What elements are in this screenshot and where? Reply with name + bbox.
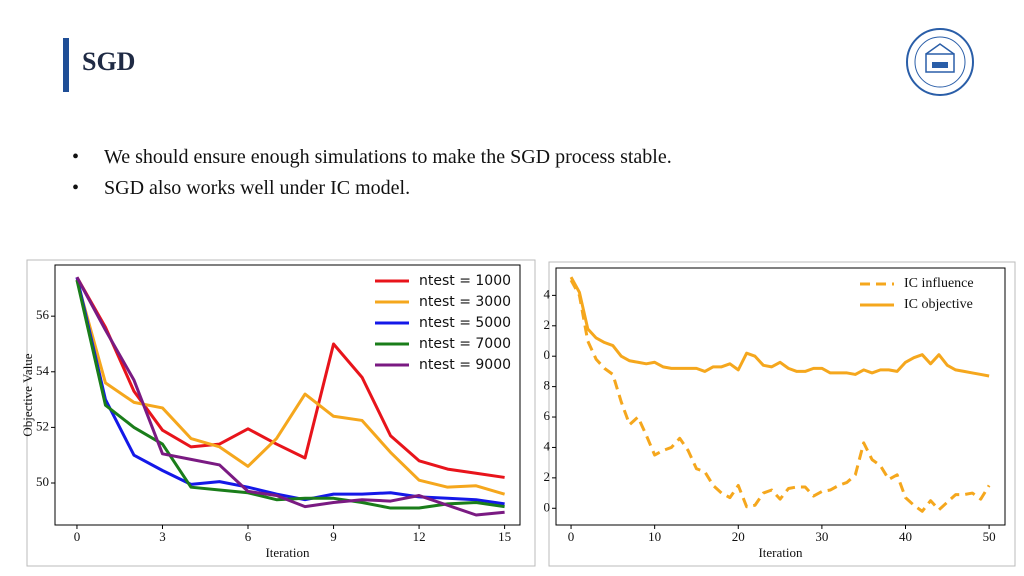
bullet: We should ensure enough simulations to m… xyxy=(72,142,672,173)
legend-label: IC influence xyxy=(904,276,974,291)
y-tick-label: 56 xyxy=(36,307,50,322)
chart-frame xyxy=(548,261,1016,567)
series-line xyxy=(569,276,990,378)
y-tick-label: 4 xyxy=(544,286,551,301)
x-axis-label: Iteration xyxy=(265,545,310,560)
slide-title: SGD xyxy=(82,47,136,76)
y-tick-label: 4 xyxy=(544,438,551,453)
x-tick-label: 12 xyxy=(413,529,426,544)
x-tick-label: 50 xyxy=(983,529,996,544)
legend-label: ntest = 5000 xyxy=(419,315,511,331)
y-tick-label: 50 xyxy=(36,474,49,489)
chart-frame xyxy=(26,259,536,567)
x-tick-label: 30 xyxy=(815,529,828,544)
plot-area xyxy=(54,264,521,526)
legend-label: ntest = 7000 xyxy=(419,336,511,352)
x-tick-label: 15 xyxy=(498,529,511,544)
y-tick-label: 52 xyxy=(36,418,49,433)
logo xyxy=(906,28,974,96)
legend-label: IC objective xyxy=(904,297,973,312)
x-tick-label: 0 xyxy=(568,529,575,544)
y-axis-label: Objective Value xyxy=(20,353,35,436)
x-tick-label: 3 xyxy=(159,529,166,544)
series-line xyxy=(75,276,505,517)
plot-area xyxy=(555,267,1006,526)
bullet: SGD also works well under IC model. xyxy=(72,173,672,204)
series-line xyxy=(75,279,506,496)
series-line xyxy=(569,279,991,513)
y-tick-label: 2 xyxy=(544,317,551,332)
series-line xyxy=(75,276,505,506)
y-tick-label: 0 xyxy=(544,499,551,514)
y-tick-label: 2 xyxy=(544,469,551,484)
series-line xyxy=(75,276,505,479)
legend-label: ntest = 3000 xyxy=(419,294,511,310)
x-axis-label: Iteration xyxy=(758,545,803,560)
x-tick-label: 40 xyxy=(899,529,912,544)
y-tick-label: 54 xyxy=(36,363,50,378)
y-tick-label: 0 xyxy=(544,347,551,362)
legend-label: ntest = 9000 xyxy=(419,357,511,373)
series-line xyxy=(75,279,505,510)
bullet-list: We should ensure enough simulations to m… xyxy=(72,142,672,204)
y-tick-label: 8 xyxy=(544,378,551,393)
y-tick-label: 6 xyxy=(544,408,551,423)
x-tick-label: 10 xyxy=(648,529,661,544)
x-tick-label: 6 xyxy=(245,529,252,544)
legend-label: ntest = 1000 xyxy=(419,273,511,289)
x-tick-label: 20 xyxy=(732,529,745,544)
x-tick-label: 0 xyxy=(74,529,81,544)
x-tick-label: 9 xyxy=(330,529,337,544)
accent-bar xyxy=(63,38,69,92)
